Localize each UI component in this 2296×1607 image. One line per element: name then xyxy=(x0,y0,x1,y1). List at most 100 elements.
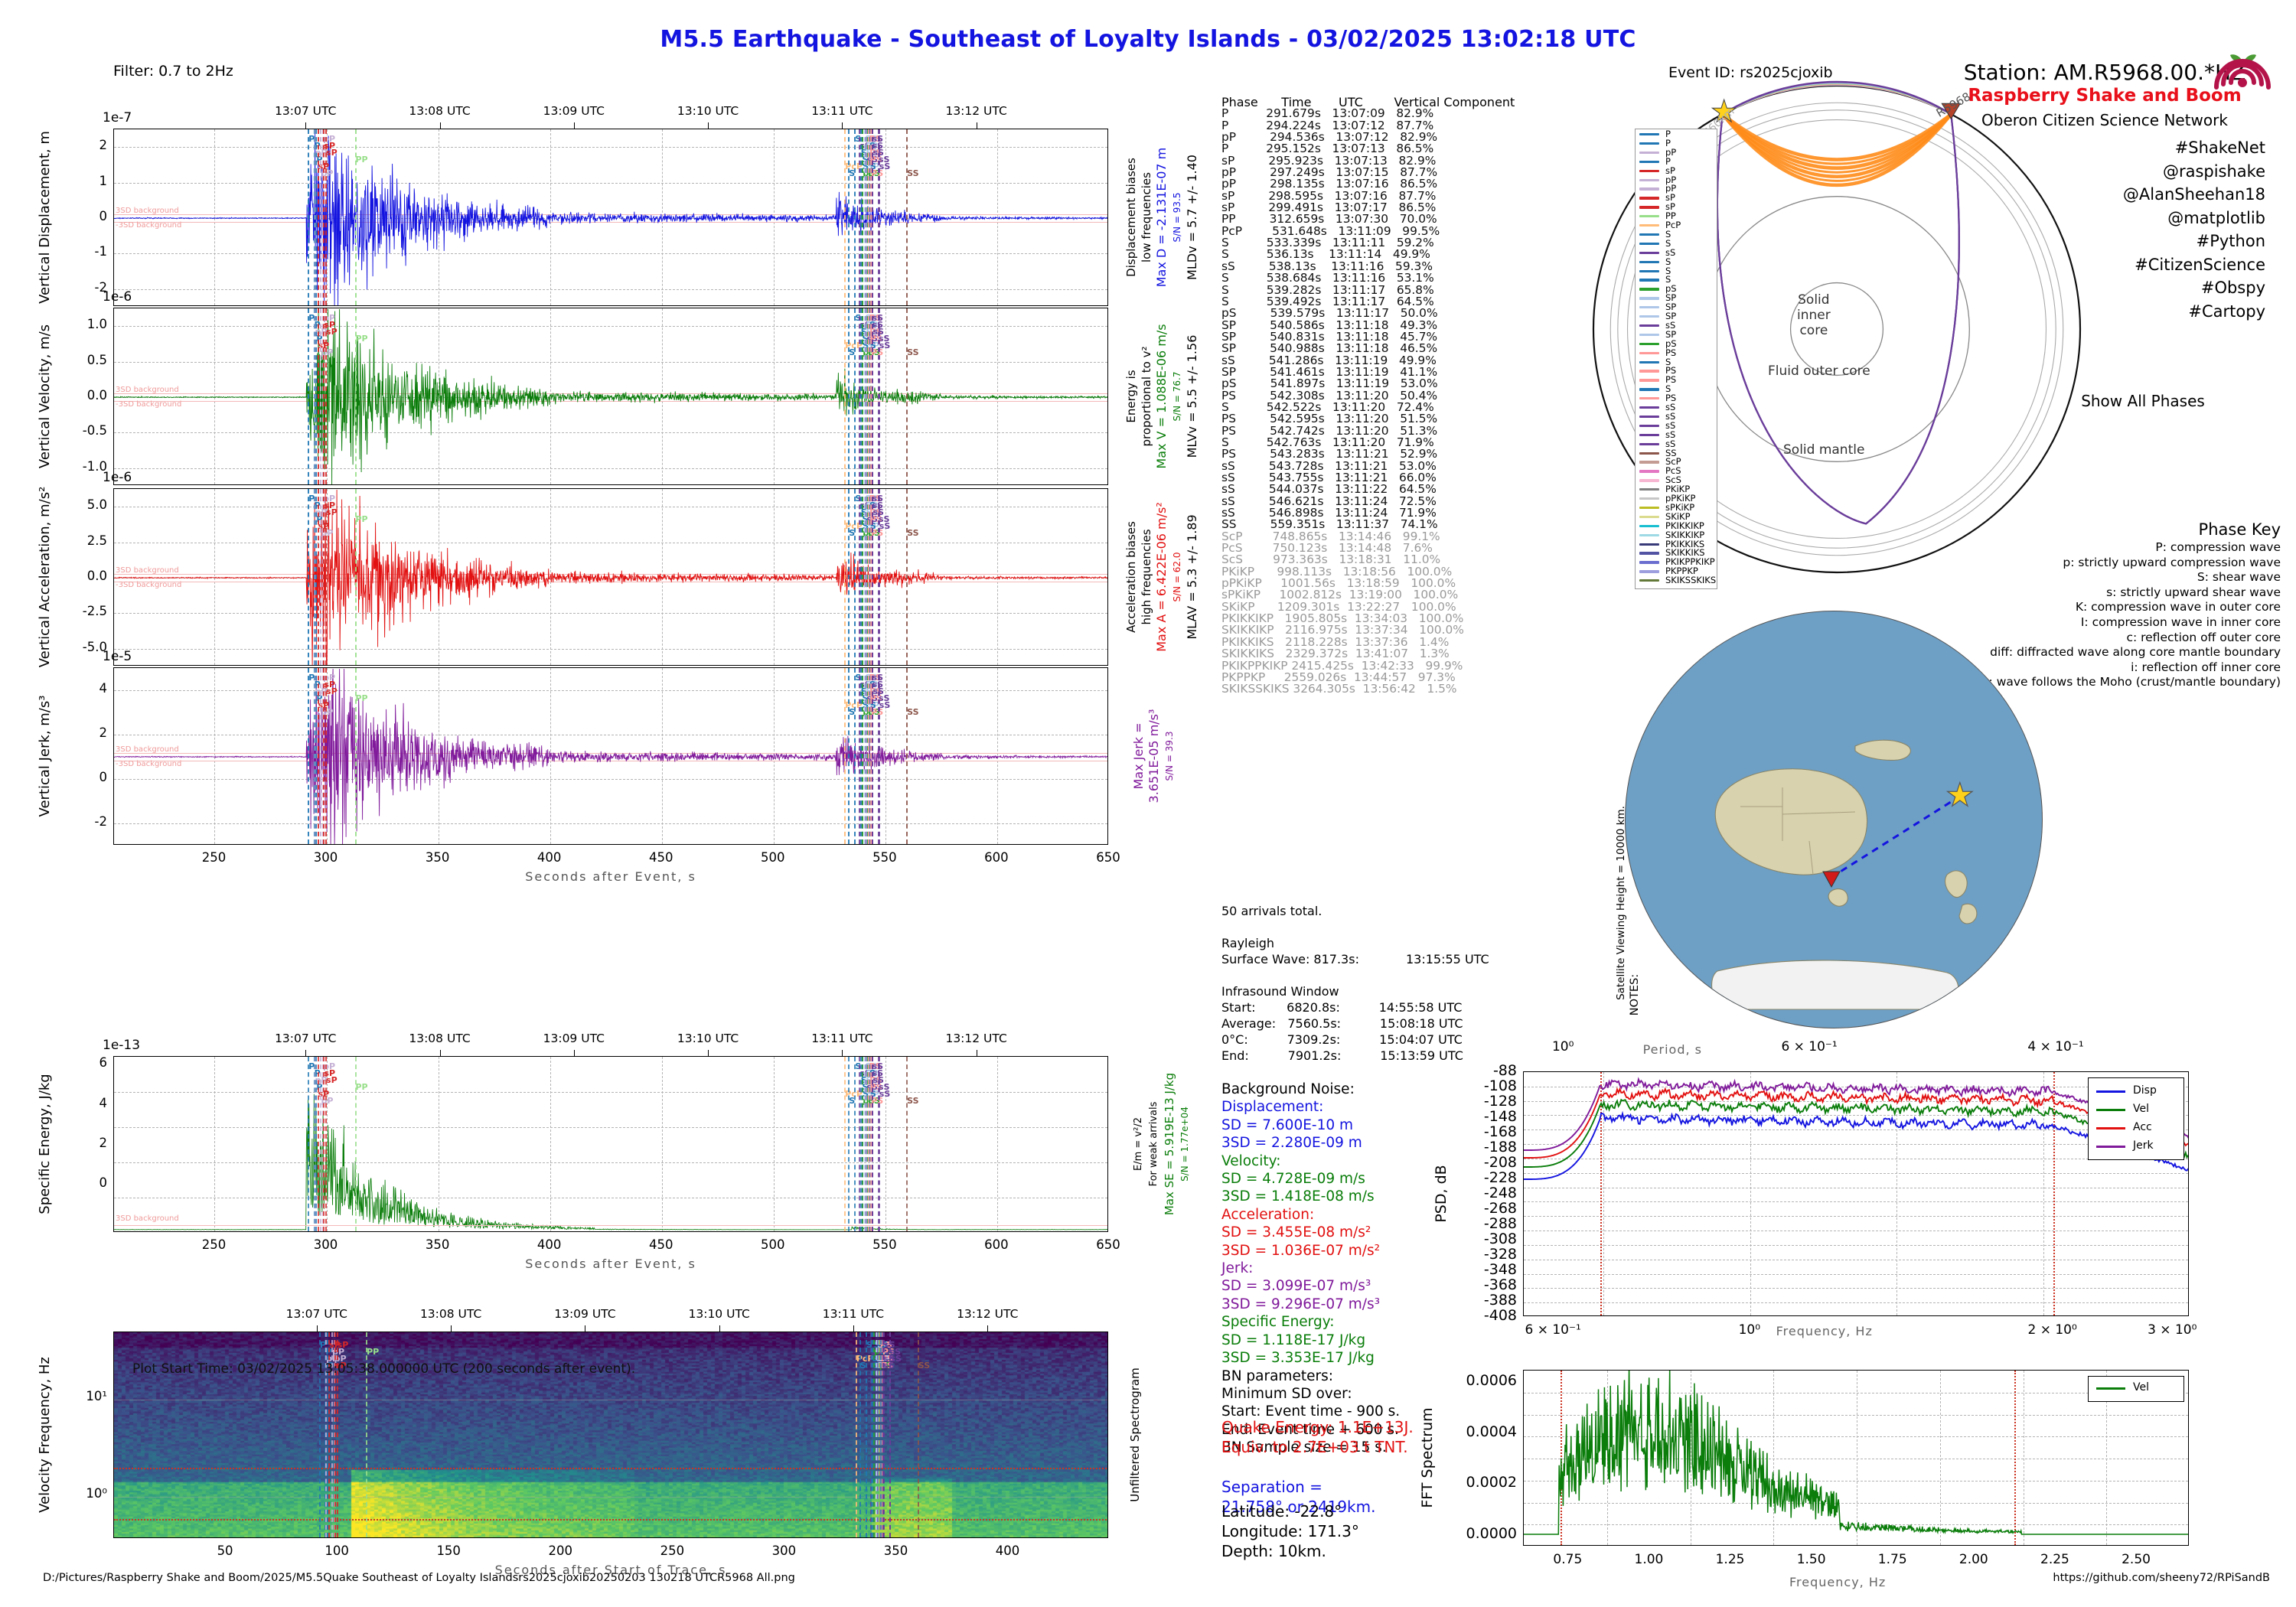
phase-marker-PS xyxy=(870,308,872,484)
social-tags: #ShakeNet @raspishake @AlanSheehan18 @matpl… xyxy=(2020,136,2265,323)
wf-xtick-6: 550 xyxy=(872,850,897,865)
legend-label-42: SKiKP xyxy=(1665,510,1691,522)
phase-marker-label-sS: sS xyxy=(878,155,890,165)
table-row: PS 542.742s 13:11:20 51.3% xyxy=(1221,423,1438,438)
table-row: pP 297.249s 13:07:15 87.7% xyxy=(1221,165,1438,180)
phase-marker-sS xyxy=(872,489,874,665)
table-footer-line-1 xyxy=(1221,919,1489,935)
table-row: SKIKSSKIKS 3264.305s 13:56:42 1.5% xyxy=(1221,682,1457,696)
legend-label-14: S xyxy=(1665,256,1671,267)
spectrogram-side-label: Unfiltered Spectrogram xyxy=(1128,1367,1142,1502)
phase-marker-PcP xyxy=(855,1332,857,1537)
phase-marker-pP xyxy=(333,1332,335,1537)
phase-marker-label-PP: PP xyxy=(355,514,368,524)
svg-text:★: ★ xyxy=(1711,94,1738,129)
se-ylabel: Specific Energy, J/kg xyxy=(37,1074,53,1214)
legend-swatch-46 xyxy=(1639,552,1659,555)
satellite-height-label: Satellite Viewing Height = 10000 km. xyxy=(1615,806,1627,1000)
legend-swatch-37 xyxy=(1639,470,1659,473)
phase-marker-sP xyxy=(323,129,325,305)
table-row: PKIKPPKIKP 2415.425s 13:42:33 99.9% xyxy=(1221,658,1463,673)
epicenter-line-2: Depth: 10km. xyxy=(1221,1542,1326,1560)
social-tag-6: #Obspy xyxy=(2200,279,2265,297)
legend-label-11: S xyxy=(1665,228,1671,240)
phase-marker-pP xyxy=(314,308,316,484)
phase-marker-SP xyxy=(866,308,868,484)
phase-marker-label-sP: sP xyxy=(324,680,336,689)
phase-marker-label-sP: sP xyxy=(324,141,336,151)
phase-marker-pP xyxy=(331,1332,334,1537)
phase-marker-S xyxy=(869,308,871,484)
bn-param-1: Start: Event time - 900 s. xyxy=(1221,1403,1401,1420)
table-row: sS 544.037s 13:11:22 64.5% xyxy=(1221,482,1437,497)
phase-marker-S xyxy=(869,489,871,665)
phase-marker-label-sP: sP xyxy=(335,1361,347,1371)
trace-acceleration xyxy=(114,489,1107,665)
trace-velocity xyxy=(114,308,1107,484)
bg-3sd-label: 3SD background xyxy=(116,745,179,754)
phase-marker-sP xyxy=(334,1332,337,1537)
globe-continents: ★ xyxy=(1711,739,1978,1010)
phase-marker-PS xyxy=(870,668,872,844)
phase-marker-S xyxy=(848,129,850,305)
phase-marker-S xyxy=(854,1057,856,1231)
phase-marker-P xyxy=(308,308,310,484)
fft-ytick-3: 0.0000 xyxy=(1466,1525,1517,1542)
fft-xtick-5: 2.00 xyxy=(1958,1552,1988,1567)
phase-marker-label-P: P xyxy=(308,134,315,144)
legend-label-30: sS xyxy=(1665,402,1676,412)
table-row: PcP 531.648s 13:11:09 99.5% xyxy=(1221,223,1440,238)
phase-marker-sP xyxy=(325,308,328,484)
psd-ytick-2: -128 xyxy=(1483,1093,1517,1110)
table-row: SP 541.461s 13:11:19 41.1% xyxy=(1221,364,1438,379)
filter-label: Filter: 0.7 to 2Hz xyxy=(113,63,233,80)
phase-marker-P xyxy=(308,1057,310,1231)
table-row: sPKiKP 1002.812s 13:19:00 100.0% xyxy=(1221,588,1459,602)
phase-marker-label-sS: sS xyxy=(872,673,884,683)
psd-legend-label-2: Acc xyxy=(2133,1121,2152,1133)
annotation-block: Displacement biases low frequencies Max D … xyxy=(1124,147,1199,288)
bg-neg3sd-label: -3SD background xyxy=(116,581,182,589)
spec-utc-tick-4: 13:11 UTC xyxy=(822,1307,885,1321)
spectrogram-image xyxy=(114,1332,1107,1537)
phase-marker-sP xyxy=(325,1057,328,1231)
legend-label-40: pPKiKP xyxy=(1665,493,1696,504)
station-label: Station: AM.R5968.00.*HZ xyxy=(1963,60,2246,85)
phase-marker-pS xyxy=(862,308,864,484)
legend-swatch-16 xyxy=(1639,279,1659,282)
psd-legend-label-1: Vel xyxy=(2133,1103,2149,1115)
phase-marker-sS xyxy=(878,489,880,665)
ytick-jerk-1: 2 xyxy=(99,725,108,740)
phase-marker-S xyxy=(859,308,862,484)
legend-swatch-15 xyxy=(1639,269,1659,272)
phase-marker-pS xyxy=(867,668,869,844)
legend-label-16: S xyxy=(1665,274,1671,285)
psd-series-Disp xyxy=(1524,1110,2188,1180)
psd-xtick-3: 3 × 10⁰ xyxy=(2148,1322,2197,1338)
phase-marker-SP xyxy=(866,129,868,305)
legend-label-10: PcP xyxy=(1665,220,1681,230)
legend-label-41: sPKiKP xyxy=(1665,501,1695,513)
legend-label-21: sS xyxy=(1665,319,1676,331)
ylabel-acceleration: Vertical Acceleration, m/s² xyxy=(37,486,53,668)
bn-param-3: BN Sample size = 15 s. xyxy=(1221,1439,1387,1456)
se-xtick-7: 600 xyxy=(984,1237,1009,1252)
se-xtick-3: 400 xyxy=(536,1237,562,1252)
fft-xtick-2: 1.25 xyxy=(1715,1552,1745,1567)
legend-label-43: PKIKKIKP xyxy=(1665,520,1704,531)
legend-label-48: PKPPKP xyxy=(1665,566,1698,577)
ytick-jerk-0: 4 xyxy=(99,681,108,696)
psd-series-Vel xyxy=(1524,1098,2188,1168)
table-row: pP 294.536s 13:07:12 82.9% xyxy=(1221,130,1438,145)
phase-marker-label-P: P xyxy=(316,334,323,344)
legend-label-22: SP xyxy=(1665,328,1677,340)
phase-key-entry-6: c: reflection off outer core xyxy=(2126,630,2281,644)
phase-marker-sP xyxy=(317,308,319,484)
wf-xtick-2: 350 xyxy=(425,850,450,865)
psd-ylabel: PSD, dB xyxy=(1433,1165,1450,1223)
phase-marker-S xyxy=(854,489,856,665)
psd-xlabel: Frequency, Hz xyxy=(1776,1324,1873,1338)
phase-marker-label-P: P xyxy=(308,494,315,504)
legend-label-8: sP xyxy=(1665,201,1675,213)
bn-title: Background Noise: xyxy=(1221,1081,1355,1097)
